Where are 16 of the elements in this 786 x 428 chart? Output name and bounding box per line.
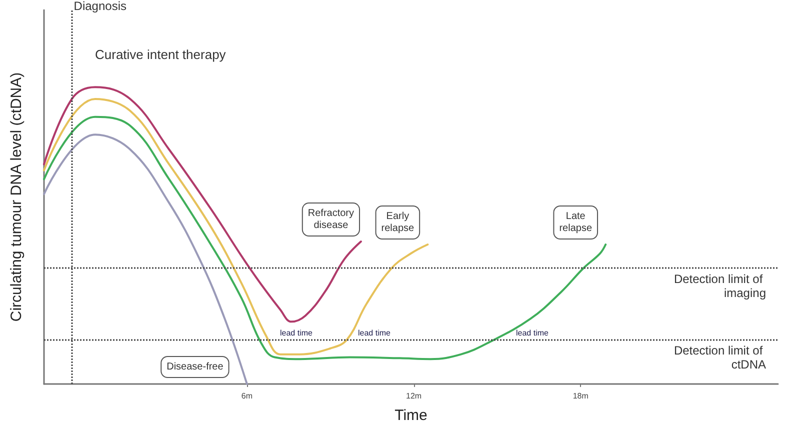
x-tick-label: 18m: [572, 392, 589, 400]
text: Curative intent therapy: [95, 47, 226, 62]
annotation: lead time: [358, 328, 392, 338]
series-label: Disease-free: [166, 362, 224, 372]
annotation: lead time: [280, 328, 314, 338]
series-label: Early relapse: [381, 210, 415, 234]
x-tick-label: 12m: [406, 392, 422, 400]
ref-line-label: Detection limit of imaging: [674, 272, 766, 300]
y-axis-title: Circulating tumour DNA level (ctDNA): [8, 72, 25, 322]
ref-line-label: Diagnosis: [74, 0, 127, 13]
x-tick-label: 6m: [241, 392, 253, 400]
x-axis-title: Time: [394, 407, 428, 424]
annotation: lead time: [516, 328, 550, 338]
series-label: Late relapse: [559, 210, 592, 234]
series-label: Refractory disease: [308, 208, 354, 232]
ref-line-label: Detection limit of ctDNA: [674, 343, 766, 372]
